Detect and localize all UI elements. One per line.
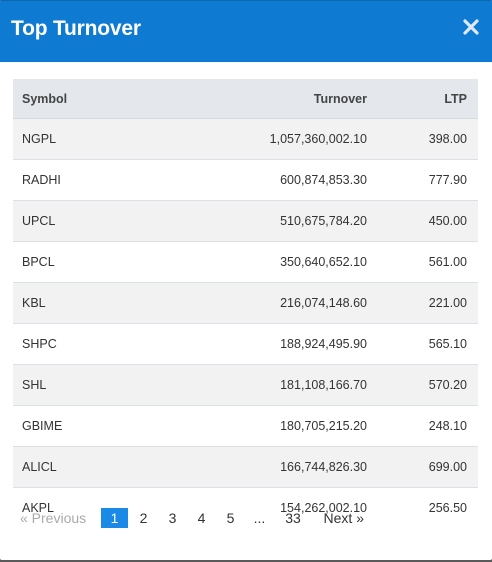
row-turnover: 216,074,148.60: [153, 282, 367, 324]
page-4-button[interactable]: 4: [197, 510, 206, 526]
table-row[interactable]: SHPC 188,924,495.90 565.10: [13, 323, 478, 365]
row-symbol: ALICL: [13, 446, 153, 488]
row-symbol: GBIME: [13, 405, 153, 447]
pagination: « Previous 1 2 3 4 5 ... 33 Next »: [13, 508, 364, 528]
header-turnover[interactable]: Turnover: [153, 79, 367, 119]
table-row[interactable]: RADHI 600,874,853.30 777.90: [13, 159, 478, 201]
row-ltp: 570.20: [367, 364, 478, 406]
table-row[interactable]: ALICL 166,744,826.30 699.00: [13, 446, 478, 488]
row-turnover: 600,874,853.30: [153, 159, 367, 201]
row-symbol: UPCL: [13, 200, 153, 242]
close-icon: [463, 19, 479, 35]
row-turnover: 188,924,495.90: [153, 323, 367, 365]
header-ltp[interactable]: LTP: [367, 79, 478, 119]
row-symbol: BPCL: [13, 241, 153, 283]
row-symbol: NGPL: [13, 118, 153, 160]
row-turnover: 166,744,826.30: [153, 446, 367, 488]
next-page-button[interactable]: Next »: [323, 510, 364, 526]
table-header-row: Symbol Turnover LTP: [13, 79, 478, 119]
row-turnover: 180,705,215.20: [153, 405, 367, 447]
row-symbol: SHPC: [13, 323, 153, 365]
page-2-button[interactable]: 2: [139, 510, 148, 526]
table-row[interactable]: AKPL 154,262,002.10 256.50: [13, 487, 478, 528]
row-symbol: KBL: [13, 282, 153, 324]
table-row[interactable]: NGPL 1,057,360,002.10 398.00: [13, 118, 478, 160]
previous-page-button[interactable]: « Previous: [20, 510, 87, 526]
row-symbol: SHL: [13, 364, 153, 406]
row-ltp: 256.50: [367, 487, 478, 528]
modal-header: Top Turnover: [0, 0, 492, 62]
row-ltp: 699.00: [367, 446, 478, 488]
row-turnover: 510,675,784.20: [153, 200, 367, 242]
row-turnover: 181,108,166.70: [153, 364, 367, 406]
page-3-button[interactable]: 3: [168, 510, 177, 526]
row-ltp: 248.10: [367, 405, 478, 447]
page-5-button[interactable]: 5: [226, 510, 235, 526]
row-ltp: 565.10: [367, 323, 478, 365]
modal-title: Top Turnover: [11, 17, 141, 40]
row-turnover: 350,640,652.10: [153, 241, 367, 283]
page-1-button[interactable]: 1: [101, 508, 128, 528]
row-symbol: AKPL: [13, 487, 153, 528]
table-row[interactable]: GBIME 180,705,215.20 248.10: [13, 405, 478, 447]
row-symbol: RADHI: [13, 159, 153, 201]
turnover-table: Symbol Turnover LTP NGPL 1,057,360,002.10…: [13, 79, 478, 528]
row-ltp: 221.00: [367, 282, 478, 324]
row-ltp: 450.00: [367, 200, 478, 242]
table-row[interactable]: SHL 181,108,166.70 570.20: [13, 364, 478, 406]
close-button[interactable]: [462, 18, 480, 36]
page-33-button[interactable]: 33: [285, 510, 301, 526]
row-ltp: 398.00: [367, 118, 478, 160]
row-ltp: 777.90: [367, 159, 478, 201]
modal-body: Symbol Turnover LTP NGPL 1,057,360,002.10…: [13, 79, 478, 528]
pagination-ellipsis: ...: [253, 510, 266, 526]
row-ltp: 561.00: [367, 241, 478, 283]
row-turnover: 1,057,360,002.10: [153, 118, 367, 160]
header-symbol[interactable]: Symbol: [13, 79, 153, 119]
row-turnover: 154,262,002.10: [153, 487, 367, 528]
table-row[interactable]: UPCL 510,675,784.20 450.00: [13, 200, 478, 242]
table-row[interactable]: KBL 216,074,148.60 221.00: [13, 282, 478, 324]
table-row[interactable]: BPCL 350,640,652.10 561.00: [13, 241, 478, 283]
